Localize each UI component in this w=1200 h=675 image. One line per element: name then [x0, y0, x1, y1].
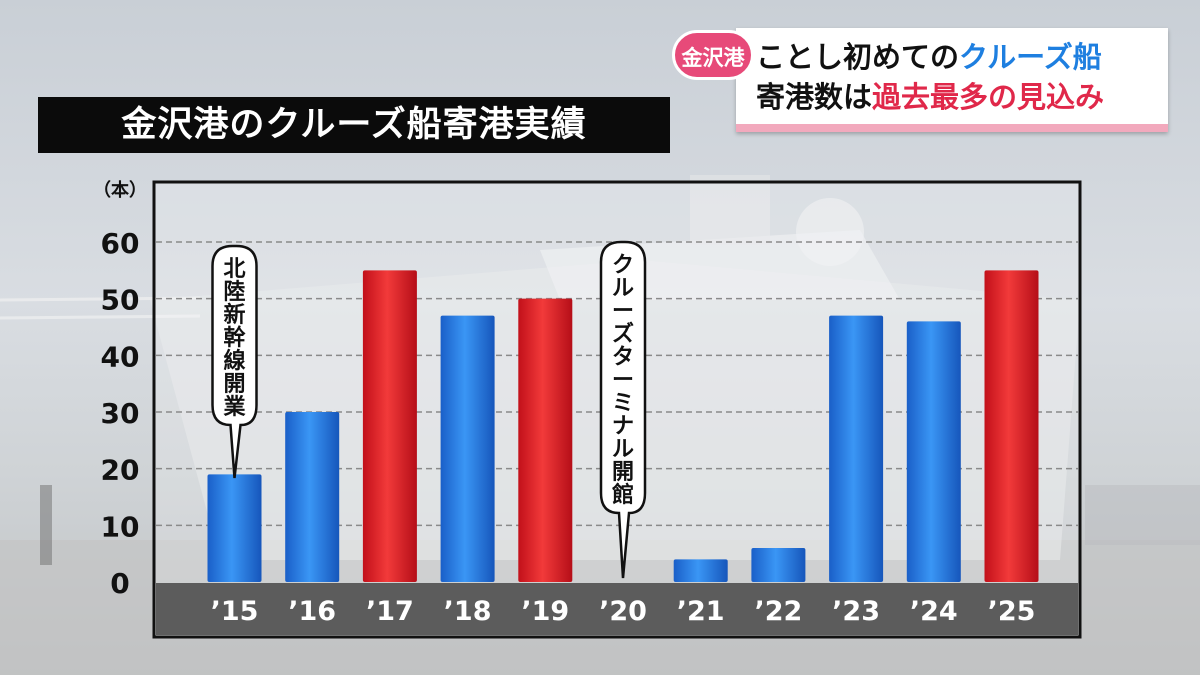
location-tag: 金沢港	[672, 30, 754, 80]
annotations: 北陸新幹線開業 クルーズターミナル開館	[211, 240, 647, 579]
title-banner	[38, 97, 670, 153]
annotation-callout: 北陸新幹線開業	[211, 244, 258, 479]
bar-4	[518, 298, 573, 582]
x-axis-band	[156, 583, 1078, 635]
annotation-text: クルーズターミナル開館	[612, 253, 634, 508]
y-axis-ticks: 0 10 20 30 40 50 60	[101, 227, 140, 600]
bar-10	[984, 270, 1039, 582]
chart-title: 金沢港のクルーズ船寄港実績	[121, 105, 587, 145]
y-tick-label: 10	[101, 510, 140, 543]
x-tick-label: ’21	[677, 596, 725, 627]
x-tick-label: ’24	[910, 596, 958, 627]
headline-line-1: ことし初めてのクルーズ船	[756, 34, 1158, 76]
x-tick-label: ’15	[211, 596, 259, 627]
headline-line-2: 寄港数は過去最多の見込み	[756, 74, 1158, 116]
bar-7	[751, 548, 806, 582]
news-headline-box: ことし初めてのクルーズ船 寄港数は過去最多の見込み	[736, 28, 1168, 132]
x-tick-label: ’16	[288, 596, 336, 627]
x-axis-ticks: ’15 ’16 ’17 ’18 ’19 ’20 ’21 ’22 ’23 ’24 ’25	[211, 596, 1036, 627]
y-tick-label: 50	[101, 284, 140, 317]
headline-part: ことし初めての	[756, 40, 960, 74]
callout-bubble	[599, 240, 647, 579]
callout-bubble	[211, 244, 258, 479]
y-tick-label: 0	[110, 567, 129, 600]
y-axis-unit: （本）	[93, 179, 147, 201]
annotation-callout: クルーズターミナル開館	[599, 240, 647, 579]
bar-8	[829, 315, 884, 582]
bar-0	[207, 474, 262, 582]
headline-highlight: 過去最多の見込み	[872, 80, 1105, 114]
bar-2	[362, 270, 417, 582]
x-tick-label: ’20	[599, 596, 647, 627]
y-tick-label: 30	[101, 397, 140, 430]
x-tick-label: ’18	[444, 596, 492, 627]
bar-1	[285, 412, 340, 582]
bar-9	[906, 321, 961, 582]
y-tick-label: 20	[101, 454, 140, 487]
bar-6	[673, 559, 728, 582]
y-tick-label: 40	[101, 340, 140, 373]
headline-part: 寄港数は	[756, 80, 873, 114]
x-tick-label: ’22	[754, 596, 802, 627]
x-tick-label: ’17	[366, 596, 414, 627]
x-tick-label: ’23	[832, 596, 880, 627]
y-tick-label: 60	[101, 227, 140, 260]
bar-3	[440, 315, 495, 582]
headline-highlight: クルーズ船	[959, 40, 1102, 74]
x-tick-label: ’25	[988, 596, 1036, 627]
x-tick-label: ’19	[521, 596, 569, 627]
annotation-text: 北陸新幹線開業	[223, 257, 246, 420]
bars	[207, 270, 1039, 582]
